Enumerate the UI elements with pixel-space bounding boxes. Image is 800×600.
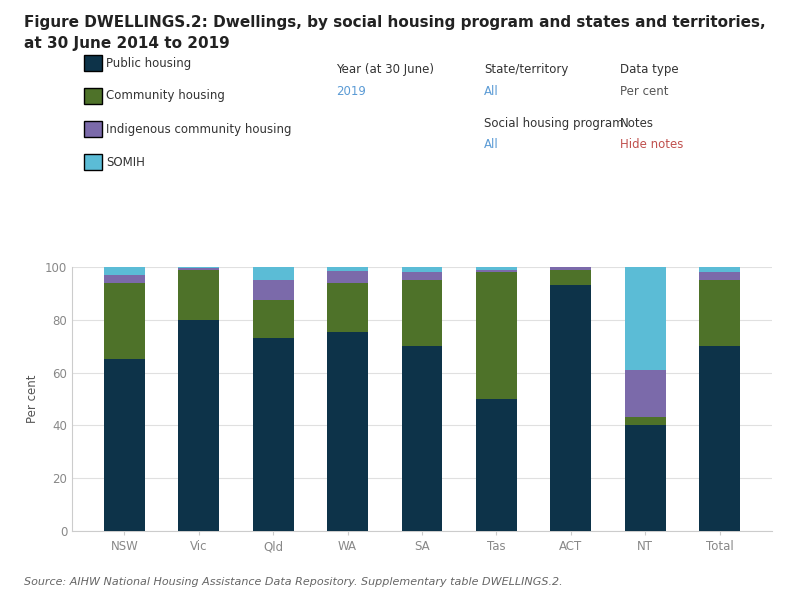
Bar	[625, 370, 666, 418]
Text: Source: AIHW National Housing Assistance Data Repository. Supplementary table DW: Source: AIHW National Housing Assistance…	[24, 577, 562, 587]
Bar	[625, 418, 666, 425]
Bar	[327, 283, 368, 332]
Bar	[253, 300, 294, 338]
Bar	[550, 286, 591, 531]
Text: SOMIH: SOMIH	[106, 155, 146, 169]
Bar	[476, 399, 517, 531]
Bar	[402, 280, 442, 346]
Bar	[327, 267, 368, 271]
Bar	[104, 267, 145, 275]
Text: Social housing program: Social housing program	[484, 117, 624, 130]
Bar	[476, 267, 517, 269]
Bar	[104, 359, 145, 531]
Bar	[625, 425, 666, 531]
Y-axis label: Per cent: Per cent	[26, 375, 39, 423]
Bar	[476, 269, 517, 272]
Bar	[699, 280, 740, 346]
Text: Public housing: Public housing	[106, 56, 192, 70]
Bar	[178, 268, 219, 269]
Text: Community housing: Community housing	[106, 89, 226, 103]
Text: 2019: 2019	[336, 85, 366, 98]
Bar	[402, 272, 442, 280]
Text: Per cent: Per cent	[620, 85, 669, 98]
Bar	[104, 275, 145, 283]
Bar	[402, 346, 442, 531]
Bar	[327, 332, 368, 531]
Bar	[699, 346, 740, 531]
Bar	[476, 272, 517, 399]
Bar	[253, 280, 294, 300]
Bar	[327, 271, 368, 283]
Text: Figure DWELLINGS.2: Dwellings, by social housing program and states and territor: Figure DWELLINGS.2: Dwellings, by social…	[24, 15, 766, 30]
Text: Hide notes: Hide notes	[620, 138, 683, 151]
Text: Indigenous community housing: Indigenous community housing	[106, 122, 292, 136]
Bar	[550, 269, 591, 286]
Bar	[178, 269, 219, 320]
Text: All: All	[484, 138, 498, 151]
Bar	[253, 267, 294, 280]
Bar	[699, 272, 740, 280]
Text: Notes: Notes	[620, 117, 654, 130]
Text: Data type: Data type	[620, 63, 678, 76]
Bar	[402, 267, 442, 272]
Bar	[253, 338, 294, 531]
Bar	[104, 283, 145, 359]
Bar	[550, 267, 591, 269]
Text: All: All	[484, 85, 498, 98]
Text: State/territory: State/territory	[484, 63, 568, 76]
Bar	[699, 267, 740, 272]
Text: at 30 June 2014 to 2019: at 30 June 2014 to 2019	[24, 36, 230, 51]
Bar	[178, 320, 219, 531]
Bar	[625, 267, 666, 370]
Text: Year (at 30 June): Year (at 30 June)	[336, 63, 434, 76]
Bar	[178, 267, 219, 268]
